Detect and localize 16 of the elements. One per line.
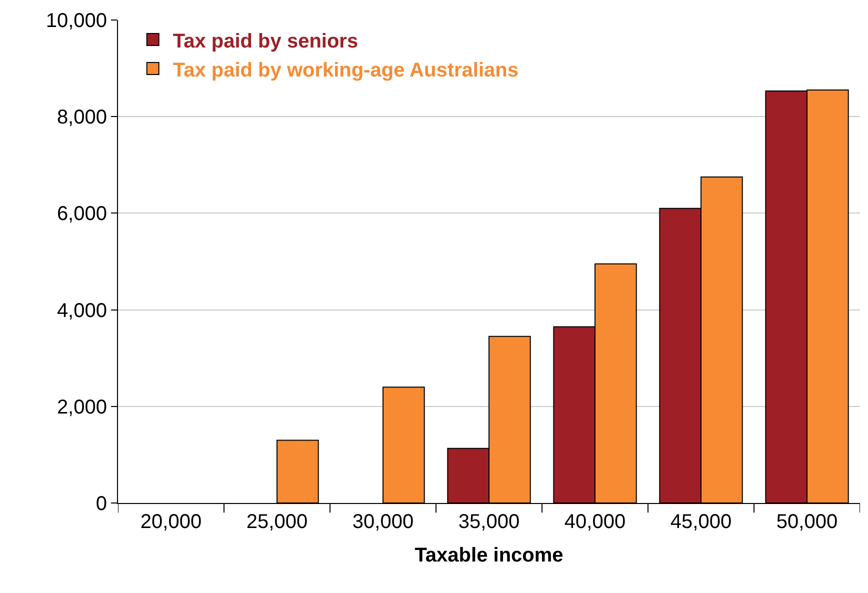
y-tick-label: 4,000 xyxy=(56,300,107,322)
legend-label: Tax paid by working-age Australians xyxy=(172,59,518,82)
x-tick-label: 20,000 xyxy=(140,511,202,533)
y-tick-label: 8,000 xyxy=(56,106,107,129)
x-tick-label: 40,000 xyxy=(564,511,626,533)
x-tick-label: 45,000 xyxy=(670,511,732,533)
x-tick-label: 50,000 xyxy=(776,511,838,533)
x-tick-label: 30,000 xyxy=(352,511,414,533)
x-tick-label: 25,000 xyxy=(246,511,308,533)
legend-label: Tax paid by seniors xyxy=(172,30,358,52)
y-tick-label: 10,000 xyxy=(46,10,107,32)
x-axis-title: Taxable income xyxy=(414,544,564,566)
y-tick-label: 2,000 xyxy=(56,396,107,418)
x-tick-label: 35,000 xyxy=(458,511,520,533)
y-tick-label: 6,000 xyxy=(56,203,107,226)
y-tick-label: 0 xyxy=(96,493,107,515)
